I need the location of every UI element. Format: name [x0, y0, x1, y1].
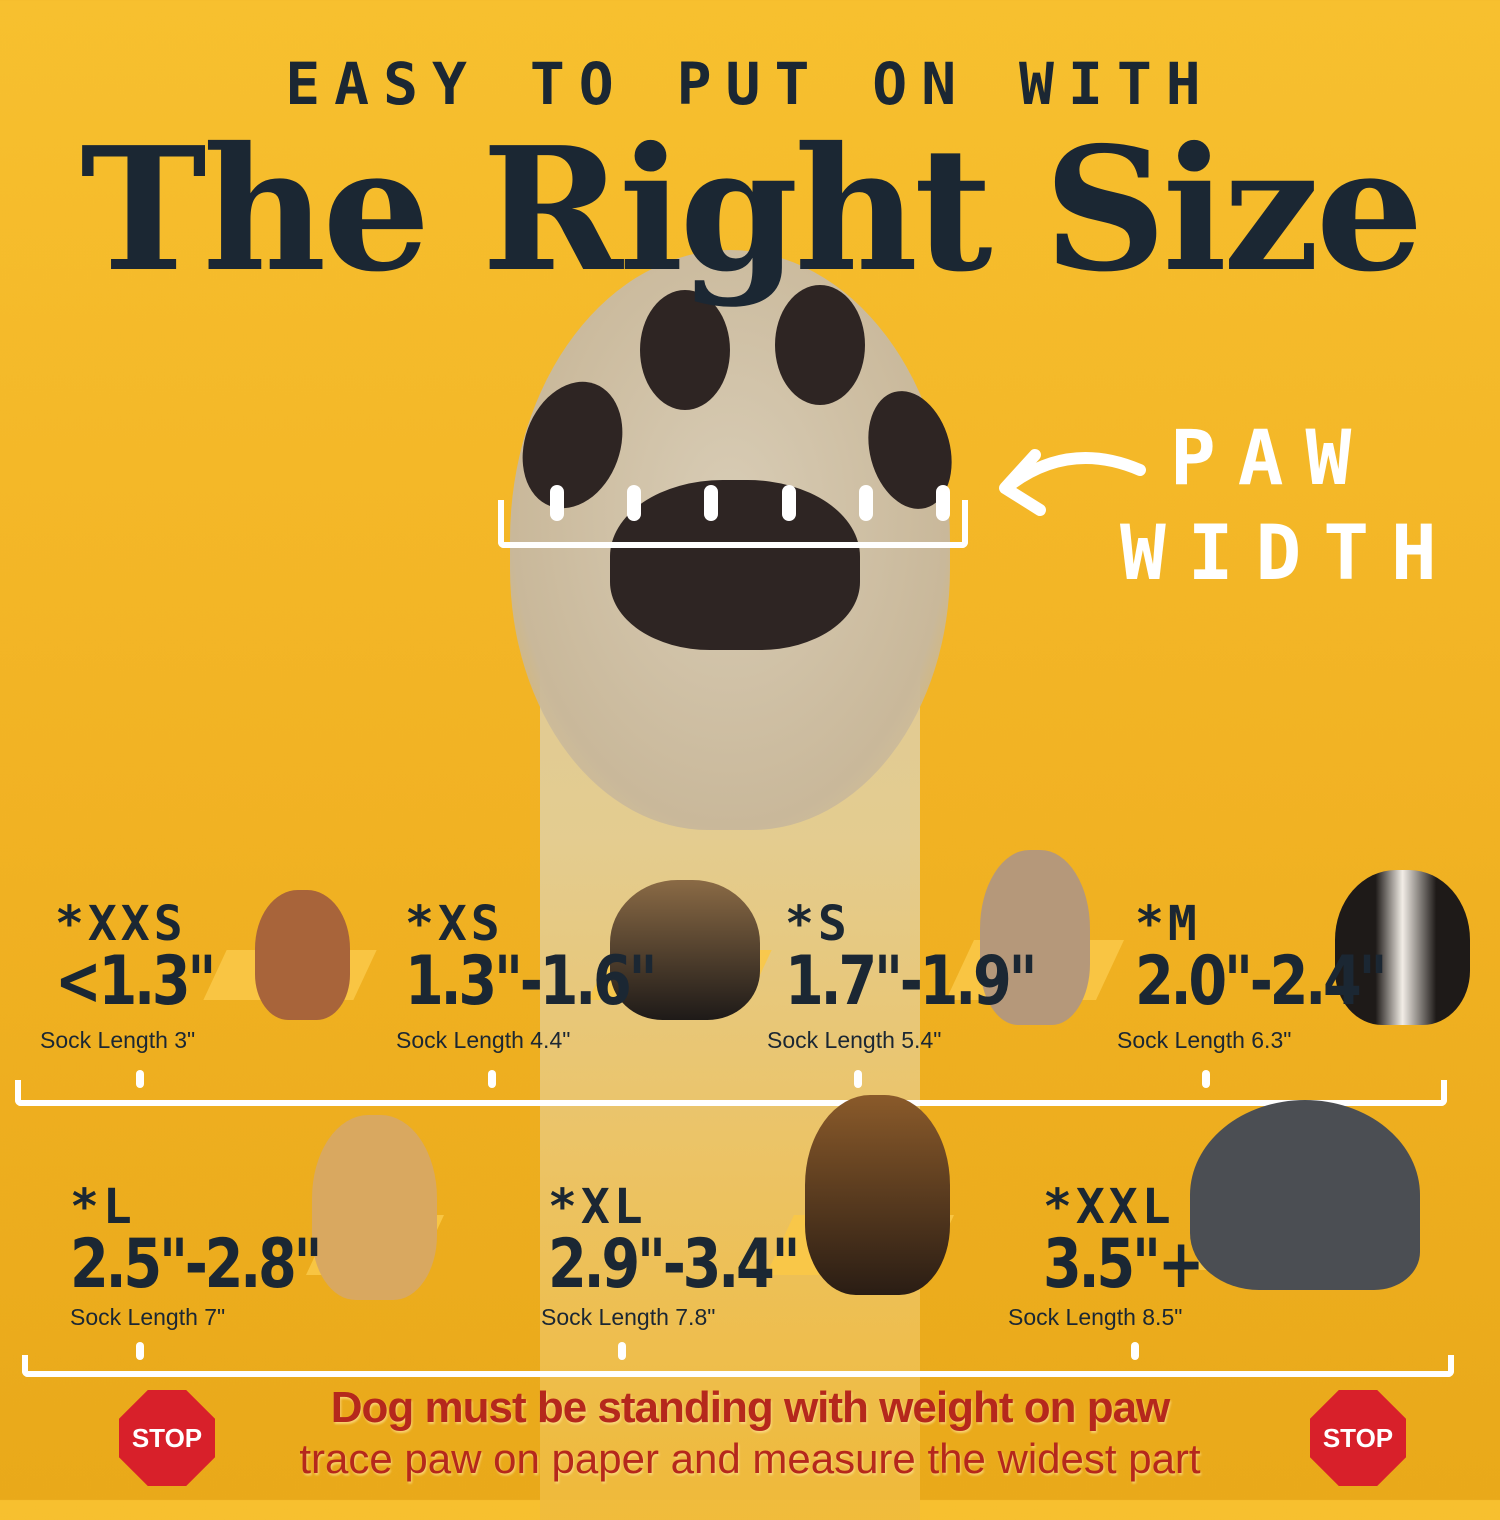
sock-length: Sock Length 3": [40, 1027, 196, 1053]
sock-length: Sock Length 4.4": [396, 1027, 571, 1053]
chihuahua-image: [255, 890, 350, 1020]
paw-ruler: [498, 500, 968, 548]
toe-pad: [775, 285, 865, 405]
size-code: *XS: [405, 896, 504, 952]
ruler-tick: [1202, 1070, 1210, 1088]
german-shepherd-image: [805, 1095, 950, 1295]
size-code: *S: [785, 896, 851, 952]
ruler-ticks: [550, 485, 950, 521]
great-dane-image: [1190, 1100, 1420, 1290]
size-s: *S 1.7"-1.9": [785, 900, 1089, 1016]
size-value: 3.5"+: [1043, 1225, 1204, 1304]
size-code: *XXS: [55, 896, 187, 952]
sock-length: Sock Length 6.3": [1117, 1027, 1292, 1053]
size-xl: *XL 2.9"-3.4": [548, 1183, 852, 1299]
bernese-image: [1335, 870, 1470, 1025]
arrow-left-icon: [999, 449, 1146, 516]
ruler-tick: [1131, 1342, 1139, 1360]
size-m: *M 2.0"-2.4": [1135, 900, 1439, 1016]
ruler-tick: [854, 1070, 862, 1088]
ruler-tick: [136, 1070, 144, 1088]
size-value: <1.3": [55, 942, 216, 1021]
size-value: 2.0"-2.4": [1135, 942, 1388, 1021]
sock-length: Sock Length 7.8": [541, 1304, 716, 1330]
french-bulldog-image: [980, 850, 1090, 1025]
size-xxs: *XXS <1.3": [55, 900, 248, 1016]
stop-sign-icon: STOP: [119, 1390, 215, 1486]
paw-label-line1: PAW: [1170, 413, 1374, 502]
size-code: *M: [1135, 896, 1201, 952]
sock-length: Sock Length 5.4": [767, 1027, 942, 1053]
size-code: *XXL: [1043, 1179, 1175, 1235]
paw-label-line2: WIDTH: [1120, 508, 1459, 597]
size-code: *L: [70, 1179, 136, 1235]
size-xs: *XS 1.3"-1.6": [405, 900, 709, 1016]
size-value: 2.5"-2.8": [70, 1225, 323, 1304]
sock-length: Sock Length 7": [70, 1304, 226, 1330]
size-ruler-top: [15, 1080, 1447, 1106]
size-value: 1.3"-1.6": [405, 942, 658, 1021]
stop-label: STOP: [131, 1422, 203, 1453]
size-value: 2.9"-3.4": [548, 1225, 801, 1304]
size-l: *L 2.5"-2.8": [70, 1183, 374, 1299]
headline-kicker: EASY TO PUT ON WITH: [285, 50, 1215, 118]
stop-sign-icon: STOP: [1310, 1390, 1406, 1486]
toe-pad: [640, 290, 730, 410]
yorkie-image: [610, 880, 760, 1020]
warning-headline: Dog must be standing with weight on paw: [330, 1383, 1171, 1432]
ruler-tick: [136, 1342, 144, 1360]
size-xxl: *XXL 3.5"+: [1043, 1183, 1236, 1299]
golden-retriever-image: [312, 1115, 437, 1300]
warning-instruction: trace paw on paper and measure the wides…: [299, 1435, 1201, 1482]
paw-width-label: PAW WIDTH: [1120, 410, 1459, 600]
size-ruler-bottom: [22, 1355, 1454, 1377]
main-pad: [610, 480, 860, 650]
size-code: *XL: [548, 1179, 647, 1235]
ruler-tick: [488, 1070, 496, 1088]
sock-length: Sock Length 8.5": [1008, 1304, 1183, 1330]
stop-label: STOP: [1322, 1422, 1394, 1453]
size-value: 1.7"-1.9": [785, 942, 1038, 1021]
dog-paw-image: [505, 250, 965, 830]
headline-title: The Right Size: [80, 110, 1424, 310]
ruler-tick: [618, 1342, 626, 1360]
